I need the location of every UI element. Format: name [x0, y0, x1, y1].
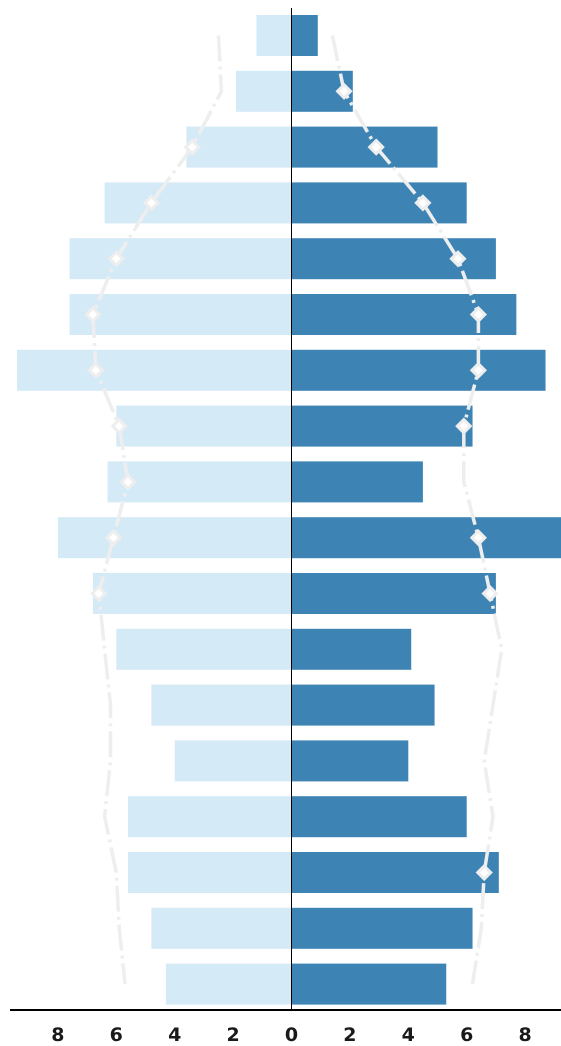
x-tick-label: 2	[226, 1024, 239, 1046]
left-bar-2	[186, 126, 292, 168]
left-bar-8	[107, 461, 292, 503]
x-tick-label: 6	[110, 1024, 123, 1046]
right-line-marker-5	[469, 305, 488, 324]
left-line-marker-2	[183, 138, 201, 156]
right-bar-0	[291, 15, 318, 56]
right-bar-7	[291, 405, 473, 447]
right-line-marker-7	[455, 417, 473, 435]
right-bars	[291, 15, 561, 1005]
x-tick-label: 8	[518, 1024, 531, 1046]
right-line-marker-3	[414, 194, 432, 212]
left-bar-0	[256, 15, 292, 56]
right-reference-line	[330, 35, 504, 985]
x-tick-label: 4	[168, 1024, 181, 1046]
left-line-marker-8	[119, 473, 137, 491]
x-tick-label: 2	[343, 1024, 356, 1046]
x-tick-label: 0	[285, 1024, 298, 1046]
left-bar-11	[116, 628, 292, 670]
reference-lines	[84, 35, 504, 985]
left-bar-14	[127, 796, 292, 838]
left-line-marker-6	[87, 361, 105, 379]
right-line-marker-4	[449, 250, 467, 268]
left-bar-9	[57, 517, 292, 559]
left-bar-16	[151, 907, 292, 949]
right-line-marker-6	[469, 361, 488, 379]
right-bar-3	[291, 182, 467, 224]
left-line-marker-10	[90, 584, 108, 603]
right-bar-13	[291, 740, 409, 782]
left-bar-7	[116, 405, 292, 447]
right-line-marker-1	[335, 82, 353, 100]
left-bar-1	[236, 70, 292, 112]
right-bar-2	[291, 126, 438, 168]
left-bar-13	[174, 740, 292, 782]
left-bar-5	[69, 294, 292, 335]
left-line-marker-3	[142, 194, 160, 212]
left-bar-17	[165, 963, 292, 1005]
right-line-marker-9	[469, 529, 488, 547]
right-line-marker-2	[367, 138, 385, 156]
right-bar-15	[291, 852, 499, 893]
x-tick-labels: 8 6 4 2 0 2 4 6 8	[51, 1024, 531, 1046]
right-bar-8	[291, 461, 423, 503]
x-tick-label: 8	[51, 1024, 64, 1046]
left-bars	[17, 15, 292, 1005]
right-bar-14	[291, 796, 467, 838]
left-line-marker-9	[104, 529, 123, 547]
left-bar-4	[69, 238, 292, 280]
left-line-marker-5	[84, 305, 102, 324]
x-tick-label: 4	[402, 1024, 415, 1046]
right-bar-11	[291, 628, 412, 670]
left-reference-line	[91, 35, 224, 985]
right-bar-12	[291, 684, 435, 726]
right-bar-16	[291, 907, 473, 949]
right-bar-6	[291, 349, 546, 391]
left-bar-3	[104, 182, 292, 224]
left-bar-12	[151, 684, 292, 726]
left-bar-6	[17, 349, 292, 391]
left-bar-15	[127, 852, 292, 893]
axes	[10, 8, 561, 1011]
right-bar-10	[291, 573, 496, 614]
left-line-marker-7	[110, 417, 128, 435]
x-tick-label: 6	[460, 1024, 473, 1046]
left-line-marker-4	[107, 250, 125, 268]
right-bar-9	[291, 517, 561, 559]
right-line-marker-15	[475, 863, 493, 882]
right-line-marker-10	[481, 584, 499, 603]
right-bar-17	[291, 963, 447, 1005]
left-bar-10	[92, 573, 292, 614]
